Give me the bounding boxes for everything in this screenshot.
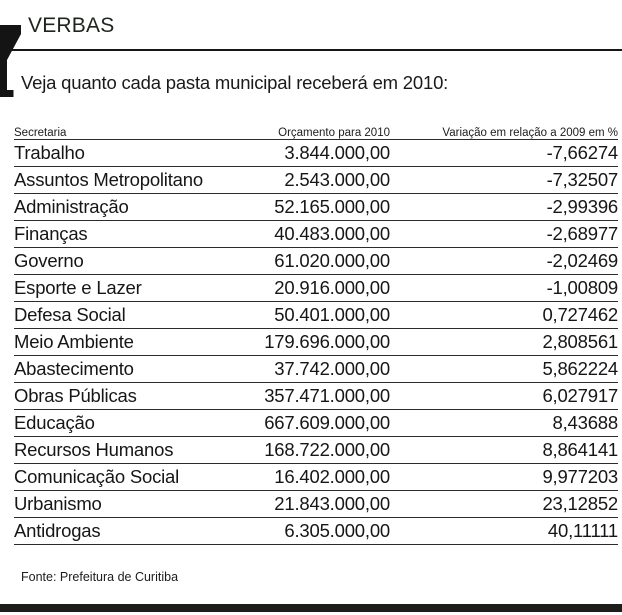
table-row: Educação 667.609.000,00 8,43688 bbox=[14, 410, 618, 437]
page-title: VERBAS bbox=[28, 14, 115, 37]
table-row: Administração 52.165.000,00 -2,99396 bbox=[14, 194, 618, 221]
cell-secretaria: Educação bbox=[14, 412, 95, 433]
cell-orcamento: 16.402.000,00 bbox=[274, 466, 390, 487]
cell-variacao: 8,864141 bbox=[542, 439, 618, 460]
cell-orcamento: 357.471.000,00 bbox=[264, 385, 390, 406]
column-header-variacao: Variação em relação a 2009 em % bbox=[442, 127, 618, 139]
cell-variacao: 8,43688 bbox=[552, 412, 619, 433]
cell-secretaria: Administração bbox=[14, 196, 129, 217]
table-row: Finanças 40.483.000,00 -2,68977 bbox=[14, 221, 618, 248]
cell-orcamento: 40.483.000,00 bbox=[274, 223, 390, 244]
cell-variacao: 9,977203 bbox=[542, 466, 618, 487]
cell-variacao: 23,12852 bbox=[542, 493, 618, 514]
cropped-numeral-glyph bbox=[0, 25, 21, 97]
source-credit: Fonte: Prefeitura de Curitiba bbox=[21, 570, 179, 584]
cell-variacao: -2,02469 bbox=[546, 250, 619, 271]
bottom-divider-bar bbox=[0, 604, 622, 612]
title-band-rule bbox=[11, 49, 622, 51]
cell-secretaria: Urbanismo bbox=[14, 493, 102, 514]
cell-orcamento: 3.844.000,00 bbox=[284, 142, 390, 163]
cell-variacao: 6,027917 bbox=[542, 385, 618, 406]
budget-table: Secretaria Orçamento para 2010 Variação … bbox=[14, 122, 618, 545]
cell-variacao: 5,862224 bbox=[542, 358, 618, 379]
table-row: Meio Ambiente 179.696.000,00 2,808561 bbox=[14, 329, 618, 356]
table-row: Esporte e Lazer 20.916.000,00 -1,00809 bbox=[14, 275, 618, 302]
cell-orcamento: 37.742.000,00 bbox=[274, 358, 390, 379]
cell-variacao: -2,99396 bbox=[546, 196, 619, 217]
subtitle: Veja quanto cada pasta municipal receber… bbox=[21, 72, 449, 93]
cell-secretaria: Obras Públicas bbox=[14, 385, 137, 406]
cell-secretaria: Governo bbox=[14, 250, 84, 271]
table-row: Abastecimento 37.742.000,00 5,862224 bbox=[14, 356, 618, 383]
cell-orcamento: 21.843.000,00 bbox=[274, 493, 390, 514]
table-row: Trabalho 3.844.000,00 -7,66274 bbox=[14, 140, 618, 167]
table-row: Recursos Humanos 168.722.000,00 8,864141 bbox=[14, 437, 618, 464]
cell-orcamento: 50.401.000,00 bbox=[274, 304, 390, 325]
table-row: Defesa Social 50.401.000,00 0,727462 bbox=[14, 302, 618, 329]
cell-variacao: 2,808561 bbox=[542, 331, 618, 352]
title-band: VERBAS bbox=[11, 3, 622, 49]
table-row: Antidrogas 6.305.000,00 40,11111 bbox=[14, 518, 618, 545]
column-header-secretaria: Secretaria bbox=[14, 127, 67, 139]
cell-secretaria: Esporte e Lazer bbox=[14, 277, 142, 298]
table-header-row: Secretaria Orçamento para 2010 Variação … bbox=[14, 122, 618, 140]
cell-variacao: 0,727462 bbox=[542, 304, 618, 325]
cell-orcamento: 52.165.000,00 bbox=[274, 196, 390, 217]
cell-orcamento: 667.609.000,00 bbox=[264, 412, 390, 433]
table-row: Obras Públicas 357.471.000,00 6,027917 bbox=[14, 383, 618, 410]
cell-secretaria: Antidrogas bbox=[14, 520, 101, 541]
cell-secretaria: Recursos Humanos bbox=[14, 439, 174, 460]
cell-orcamento: 61.020.000,00 bbox=[274, 250, 390, 271]
cell-variacao: -7,66274 bbox=[546, 142, 619, 163]
cell-variacao: 40,11111 bbox=[547, 520, 618, 541]
cell-variacao: -1,00809 bbox=[546, 277, 619, 298]
table-body: Trabalho 3.844.000,00 -7,66274 Assuntos Met… bbox=[14, 140, 618, 545]
column-header-orcamento: Orçamento para 2010 bbox=[278, 127, 390, 139]
table-row: Comunicação Social 16.402.000,00 9,977203 bbox=[14, 464, 618, 491]
table-row: Assuntos Metropolitano 2.543.000,00 -7,325… bbox=[14, 167, 618, 194]
cell-secretaria: Abastecimento bbox=[14, 358, 134, 379]
cell-secretaria: Trabalho bbox=[14, 142, 85, 163]
cell-variacao: -7,32507 bbox=[546, 169, 619, 190]
cell-secretaria: Meio Ambiente bbox=[14, 331, 134, 352]
cell-secretaria: Finanças bbox=[14, 223, 88, 244]
table-row: Urbanismo 21.843.000,00 23,12852 bbox=[14, 491, 618, 518]
cell-secretaria: Assuntos Metropolitano bbox=[14, 169, 203, 190]
cell-orcamento: 6.305.000,00 bbox=[284, 520, 390, 541]
cell-orcamento: 179.696.000,00 bbox=[264, 331, 390, 352]
cell-orcamento: 2.543.000,00 bbox=[284, 169, 390, 190]
cell-secretaria: Defesa Social bbox=[14, 304, 126, 325]
cell-orcamento: 168.722.000,00 bbox=[264, 439, 390, 460]
cell-orcamento: 20.916.000,00 bbox=[274, 277, 390, 298]
cell-secretaria: Comunicação Social bbox=[14, 466, 180, 487]
cell-variacao: -2,68977 bbox=[546, 223, 619, 244]
table-row: Governo 61.020.000,00 -2,02469 bbox=[14, 248, 618, 275]
